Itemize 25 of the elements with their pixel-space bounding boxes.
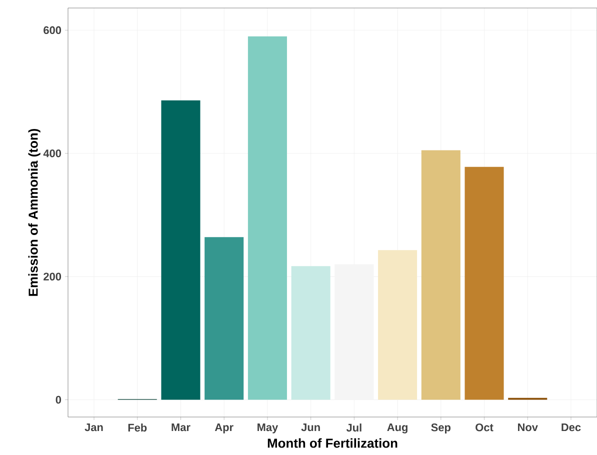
bar [378,250,418,400]
x-tick-label: Dec [562,424,581,432]
y-tick-label: 0 [56,396,62,404]
y-tick-label: 600 [44,26,62,34]
x-tick-label: Nov [518,424,538,432]
x-tick-label: Aug [387,424,408,434]
y-tick-label: 200 [44,272,62,280]
x-tick-label: May [258,424,278,434]
bar [161,100,200,400]
bar [421,150,460,400]
bar [204,237,244,400]
bar [291,266,330,400]
x-tick-label: Feb [128,424,147,432]
x-tick-label: Sep [431,424,450,434]
x-tick-label: Jan [84,424,103,432]
x-tick-label: Apr [214,424,234,434]
x-tick-label: Oct [476,424,494,432]
x-tick-label: Jun [301,424,320,432]
y-axis-title: Emission of Ammonia (ton) [28,128,40,296]
bar [248,36,287,400]
y-tick-label: 400 [43,149,62,158]
x-axis-title: Month of Fertilization [268,438,398,448]
bar [464,166,504,400]
x-tick-label: Mar [172,424,190,432]
x-tick-label: Jul [346,424,362,432]
